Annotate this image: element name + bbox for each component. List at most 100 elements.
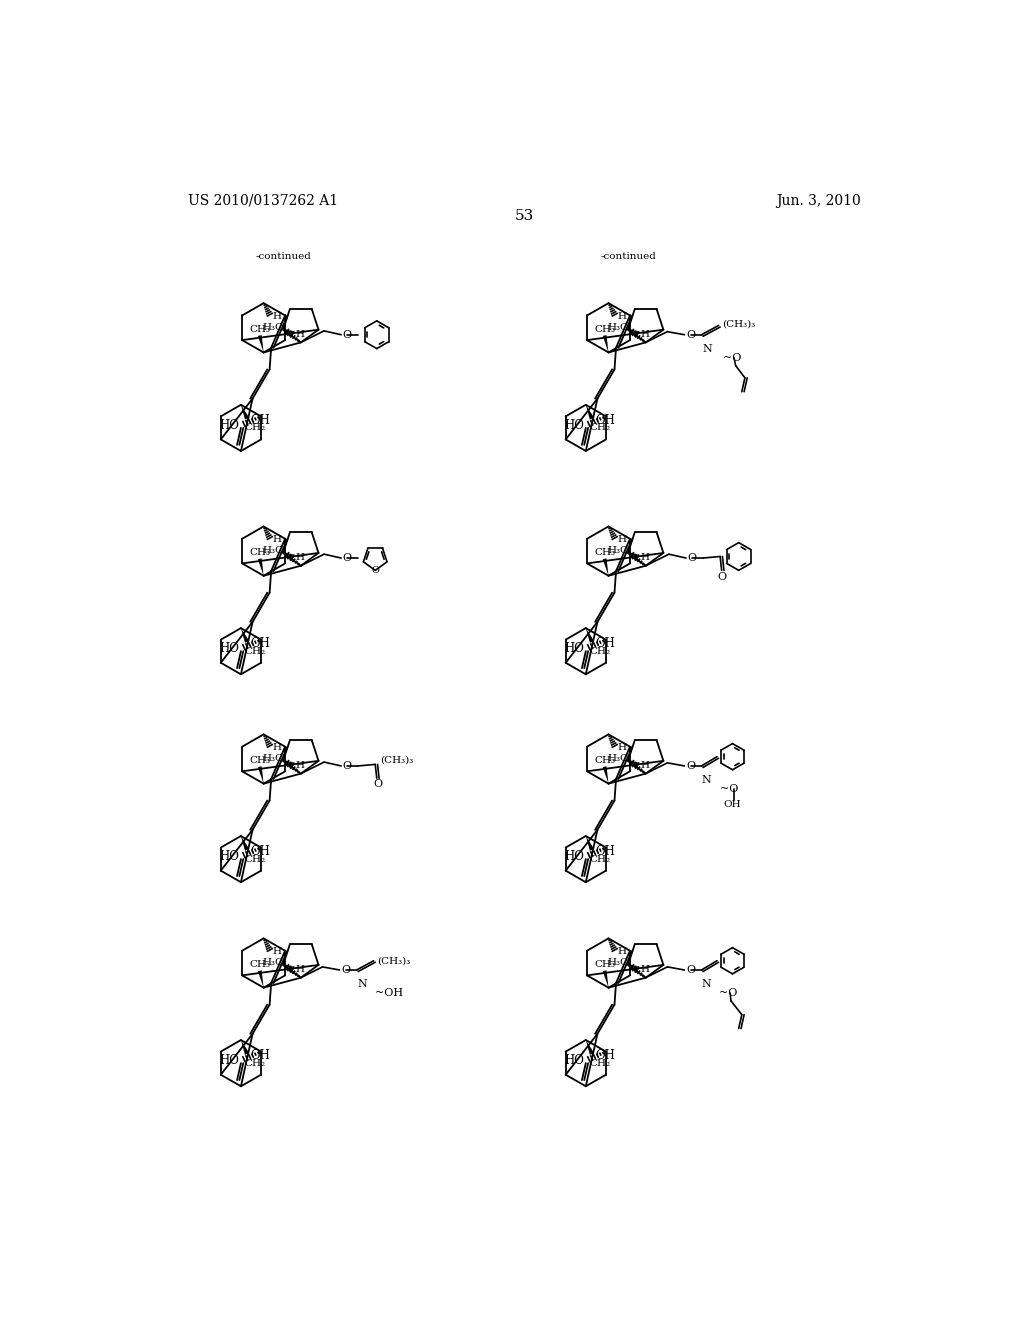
Text: CH₂: CH₂ xyxy=(590,424,610,433)
Text: ~​O: ~​O xyxy=(720,784,738,795)
Text: H₃C: H₃C xyxy=(607,546,629,554)
Text: HO: HO xyxy=(219,1055,240,1068)
Text: CH₃: CH₃ xyxy=(249,756,270,766)
Text: H₃C: H₃C xyxy=(263,322,284,331)
Text: H: H xyxy=(640,330,649,339)
Polygon shape xyxy=(586,836,594,851)
Text: (CH₃)₃: (CH₃)₃ xyxy=(722,319,755,329)
Text: O: O xyxy=(686,330,695,339)
Polygon shape xyxy=(258,970,263,987)
Text: H: H xyxy=(640,762,649,770)
Polygon shape xyxy=(586,1040,594,1055)
Text: H: H xyxy=(640,965,649,974)
Text: Jun. 3, 2010: Jun. 3, 2010 xyxy=(776,194,861,207)
Polygon shape xyxy=(241,1040,249,1055)
Polygon shape xyxy=(603,558,608,576)
Text: H: H xyxy=(273,743,282,752)
Text: H: H xyxy=(273,535,282,544)
Text: HO: HO xyxy=(564,418,585,432)
Text: H₃C: H₃C xyxy=(607,322,629,331)
Text: N: N xyxy=(358,979,368,989)
Polygon shape xyxy=(603,970,608,987)
Text: OH: OH xyxy=(595,638,615,649)
Text: H: H xyxy=(296,762,304,770)
Text: ~​O: ~​O xyxy=(723,352,741,363)
Text: CH₂: CH₂ xyxy=(590,854,610,863)
Text: CH₂: CH₂ xyxy=(245,1059,266,1068)
Text: (CH₃)₃: (CH₃)₃ xyxy=(380,755,413,764)
Text: O: O xyxy=(718,572,727,582)
Text: ~​OH: ~​OH xyxy=(375,989,403,998)
Text: H: H xyxy=(296,965,304,974)
Text: CH₂: CH₂ xyxy=(245,647,266,656)
Text: HO: HO xyxy=(564,1055,585,1068)
Text: CH₃: CH₃ xyxy=(249,960,270,969)
Text: H₃C: H₃C xyxy=(263,754,284,763)
Text: CH₂: CH₂ xyxy=(590,1059,610,1068)
Text: O: O xyxy=(343,553,352,564)
Text: O: O xyxy=(343,330,352,339)
Text: OH: OH xyxy=(724,800,741,809)
Text: H₃C: H₃C xyxy=(607,958,629,966)
Polygon shape xyxy=(586,628,594,643)
Text: CH₂: CH₂ xyxy=(245,854,266,863)
Polygon shape xyxy=(241,405,249,420)
Text: H₃C: H₃C xyxy=(263,546,284,554)
Text: O: O xyxy=(686,760,695,771)
Text: O: O xyxy=(687,553,696,564)
Text: CH₃: CH₃ xyxy=(594,325,615,334)
Polygon shape xyxy=(241,628,249,643)
Text: H: H xyxy=(640,553,649,562)
Text: HO: HO xyxy=(219,643,240,656)
Text: CH₃: CH₃ xyxy=(594,548,615,557)
Text: OH: OH xyxy=(250,638,270,649)
Text: CH₃: CH₃ xyxy=(249,548,270,557)
Text: N: N xyxy=(702,343,713,354)
Polygon shape xyxy=(586,405,594,420)
Text: 53: 53 xyxy=(515,209,535,223)
Text: HO: HO xyxy=(219,418,240,432)
Text: HO: HO xyxy=(564,850,585,863)
Text: ~​O: ~​O xyxy=(719,989,737,998)
Text: N: N xyxy=(701,775,711,785)
Text: OH: OH xyxy=(250,413,270,426)
Text: O: O xyxy=(341,965,350,975)
Text: H: H xyxy=(296,553,304,562)
Text: H: H xyxy=(296,330,304,339)
Polygon shape xyxy=(241,836,249,851)
Text: CH₂: CH₂ xyxy=(590,647,610,656)
Text: O: O xyxy=(343,760,352,771)
Text: OH: OH xyxy=(595,845,615,858)
Text: O: O xyxy=(372,566,379,574)
Polygon shape xyxy=(603,767,608,784)
Text: CH₂: CH₂ xyxy=(245,424,266,433)
Text: HO: HO xyxy=(564,643,585,656)
Text: H: H xyxy=(273,946,282,956)
Text: H₃C: H₃C xyxy=(263,958,284,966)
Text: OH: OH xyxy=(250,1049,270,1063)
Text: OH: OH xyxy=(595,1049,615,1063)
Polygon shape xyxy=(258,767,263,784)
Text: O: O xyxy=(373,779,382,789)
Text: O: O xyxy=(686,965,695,975)
Text: H: H xyxy=(617,946,627,956)
Text: OH: OH xyxy=(595,413,615,426)
Polygon shape xyxy=(258,335,263,352)
Text: (CH₃)₃: (CH₃)₃ xyxy=(377,956,410,965)
Text: CH₃: CH₃ xyxy=(594,756,615,766)
Polygon shape xyxy=(258,558,263,576)
Text: CH₃: CH₃ xyxy=(594,960,615,969)
Text: H: H xyxy=(617,535,627,544)
Polygon shape xyxy=(603,335,608,352)
Text: -continued: -continued xyxy=(256,252,311,261)
Text: HO: HO xyxy=(219,850,240,863)
Text: N: N xyxy=(701,979,711,989)
Text: H: H xyxy=(617,743,627,752)
Text: US 2010/0137262 A1: US 2010/0137262 A1 xyxy=(188,194,339,207)
Text: H: H xyxy=(617,312,627,321)
Text: -continued: -continued xyxy=(601,252,656,261)
Text: H₃C: H₃C xyxy=(607,754,629,763)
Text: CH₃: CH₃ xyxy=(249,325,270,334)
Text: OH: OH xyxy=(250,845,270,858)
Text: H: H xyxy=(273,312,282,321)
